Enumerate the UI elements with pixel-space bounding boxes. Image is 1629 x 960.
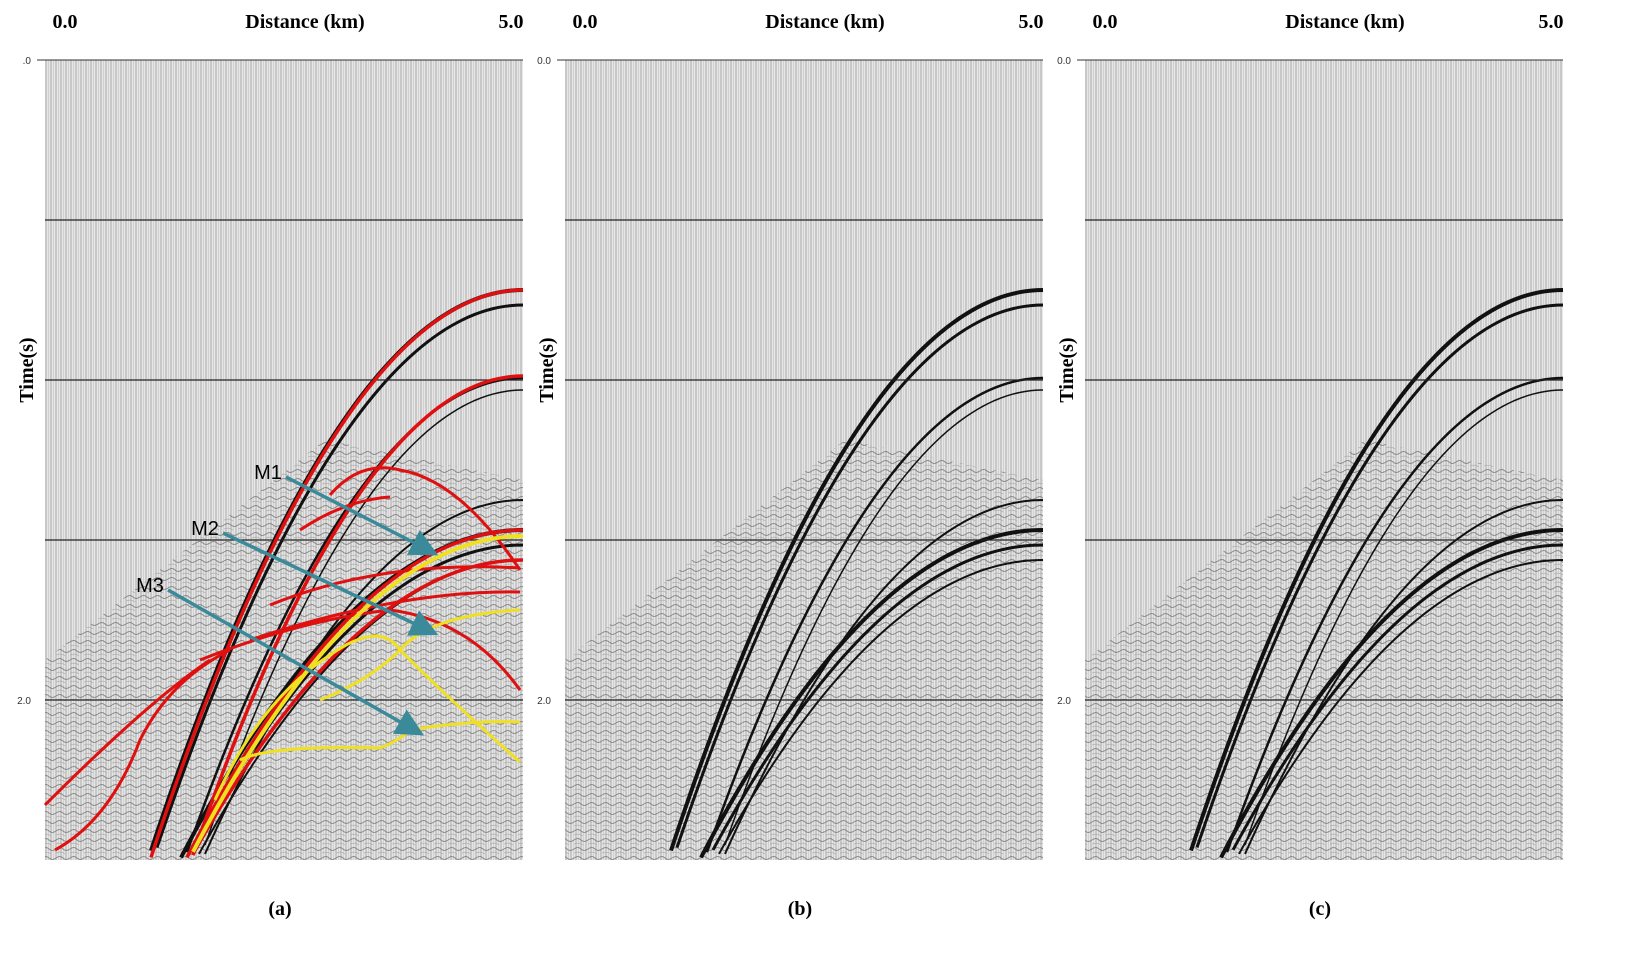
reflection-event (669, 288, 1044, 852)
annotation-arrow (222, 531, 439, 636)
x-left-label: 0.0 (53, 11, 78, 33)
y-tick-label: .0 (23, 56, 32, 67)
reflection-event (1225, 376, 1564, 853)
reflection-event (724, 499, 1044, 855)
y-axis-label: Time(s) (536, 337, 558, 402)
annotation: M1 (254, 462, 282, 484)
red-pick (191, 374, 524, 856)
reflection-event (724, 389, 1044, 846)
y-tick-label: 2.0 (537, 696, 551, 707)
annotation: M3 (136, 575, 164, 597)
reflection-event (1231, 543, 1564, 851)
reflection-event (1244, 389, 1564, 846)
annotation-arrow (167, 588, 425, 736)
y-tick-label: 0.0 (1057, 56, 1071, 67)
caption: (c) (1309, 898, 1331, 920)
reflection-event (675, 303, 1044, 849)
reflection-event (711, 543, 1044, 851)
reflection-event (204, 389, 524, 846)
reflection-event (1244, 499, 1564, 855)
noise-zone (1085, 440, 1563, 860)
x-right-label: 5.0 (1539, 11, 1564, 33)
x-axis-label: Distance (km) (1285, 11, 1404, 33)
red-pick (149, 288, 524, 858)
events (565, 288, 1044, 860)
y-tick-label: 0.0 (537, 56, 551, 67)
reflection-event (1189, 288, 1564, 852)
events (1085, 288, 1564, 860)
caption: (b) (788, 898, 812, 920)
x-right-label: 5.0 (1019, 11, 1044, 33)
reflection-event (1195, 303, 1564, 849)
yellow-pick (239, 720, 521, 762)
red-pick (54, 648, 231, 852)
reflection-event (718, 559, 1044, 855)
red-pick (249, 590, 521, 642)
noise-zone (565, 440, 1043, 860)
y-axis-label: Time(s) (1056, 337, 1078, 402)
reflection-event (155, 303, 524, 849)
reflection-event (1238, 559, 1564, 855)
annotation-arrow (285, 475, 439, 556)
red-pick (328, 466, 522, 571)
x-right-label: 5.0 (499, 11, 524, 33)
y-tick-label: 2.0 (17, 696, 31, 707)
x-axis-label: Distance (km) (245, 11, 364, 33)
reflection-event (705, 376, 1044, 853)
x-axis-label: Distance (km) (765, 11, 884, 33)
red-pick (269, 565, 521, 607)
x-left-label: 0.0 (573, 11, 598, 33)
caption: (a) (268, 898, 291, 920)
y-axis-label: Time(s) (16, 337, 38, 402)
y-tick-label: 2.0 (1057, 696, 1071, 707)
x-left-label: 0.0 (1093, 11, 1118, 33)
yellow-pick (213, 634, 521, 801)
annotation: M2 (191, 518, 219, 540)
noise-zone (45, 440, 523, 860)
